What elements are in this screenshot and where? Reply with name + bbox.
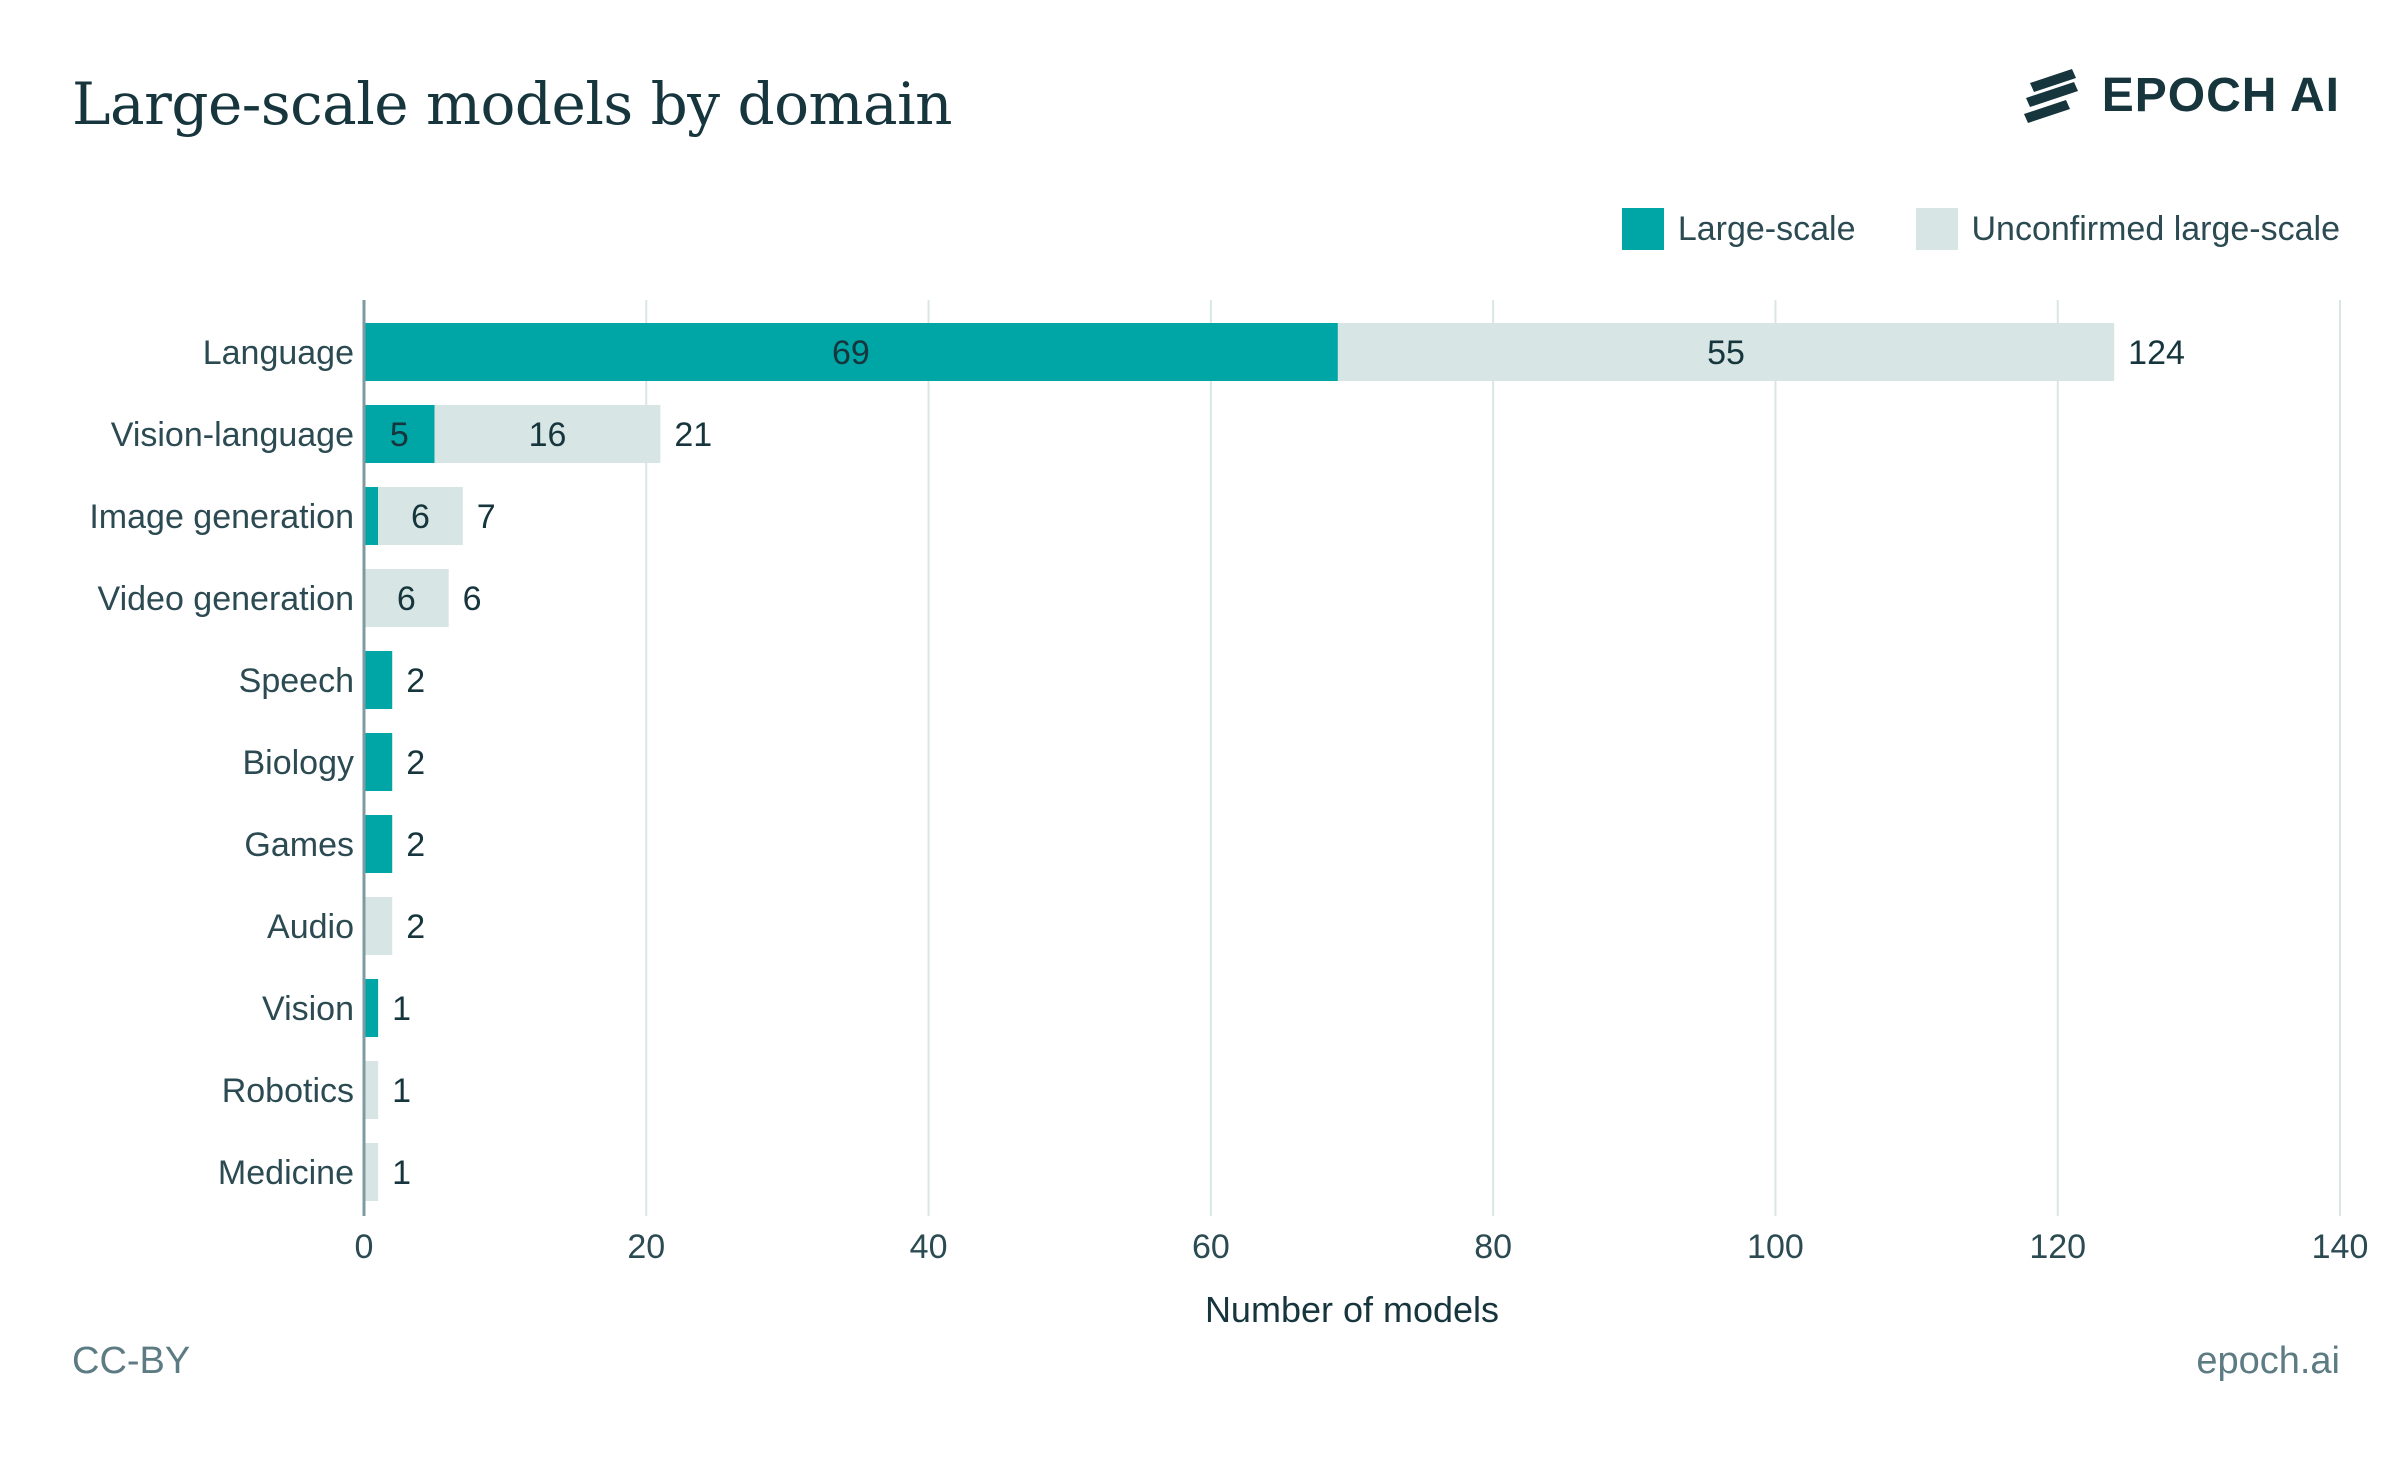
gridlines (645, 300, 2341, 1216)
x-tick-label: 20 (627, 1228, 665, 1266)
legend-label-large-scale: Large-scale (1677, 209, 1856, 248)
total-label: 1 (392, 1154, 411, 1192)
bars (364, 323, 2115, 1201)
total-label: 124 (2128, 334, 2185, 372)
bar-large-scale (364, 487, 379, 545)
category-label: Image generation (89, 498, 354, 536)
x-tick-label: 0 (355, 1228, 374, 1266)
category-label: Speech (239, 662, 354, 700)
legend: Large-scale Unconfirmed large-scale (1621, 208, 2341, 250)
total-label: 7 (477, 498, 496, 536)
logo-text: EPOCH AI (2101, 69, 2340, 122)
x-tick-label: 100 (1747, 1228, 1804, 1266)
x-tick-label: 60 (1192, 1228, 1230, 1266)
epoch-stripes-icon (2023, 68, 2078, 123)
total-label: 21 (674, 416, 712, 454)
total-label: 2 (406, 662, 425, 700)
site-link[interactable]: epoch.ai (2196, 1340, 2340, 1382)
bar-large-scale (364, 815, 393, 873)
segment-label-unconfirmed: 6 (411, 498, 430, 536)
segment-label-unconfirmed: 55 (1707, 334, 1745, 372)
x-axis-title: Number of models (1205, 1289, 1499, 1330)
x-tick-label: 80 (1474, 1228, 1512, 1266)
category-label: Biology (242, 744, 354, 782)
legend-swatch-large-scale (1621, 208, 1664, 250)
bar-unconfirmed (364, 1061, 379, 1119)
bar-unconfirmed (364, 569, 449, 627)
labels: 0 20 40 60 80 100 120 140 Language 69 55 124 Vision-… (89, 334, 2368, 1266)
total-label: 6 (463, 580, 482, 618)
x-tick-label: 120 (2029, 1228, 2086, 1266)
category-label: Audio (267, 908, 354, 946)
category-label: Robotics (222, 1072, 354, 1110)
category-label: Language (203, 334, 354, 372)
total-label: 2 (406, 908, 425, 946)
segment-label-unconfirmed: 16 (529, 416, 567, 454)
legend-item-large-scale[interactable]: Large-scale (1621, 208, 1856, 250)
bar-unconfirmed (434, 405, 661, 463)
total-label: 1 (392, 990, 411, 1028)
x-tick-label: 40 (910, 1228, 948, 1266)
category-label: Video generation (98, 580, 354, 618)
bar-large-scale (364, 405, 435, 463)
category-label: Games (244, 826, 354, 864)
bar-large-scale (364, 733, 393, 791)
total-label: 1 (392, 1072, 411, 1110)
legend-label-unconfirmed: Unconfirmed large-scale (1971, 209, 2341, 248)
chart-title: Large-scale models by domain (72, 70, 953, 138)
category-label: Vision-language (111, 416, 354, 454)
bar-unconfirmed (1337, 323, 2115, 381)
x-tick-label: 140 (2312, 1228, 2369, 1266)
legend-item-unconfirmed[interactable]: Unconfirmed large-scale (1915, 208, 2341, 250)
bar-unconfirmed (364, 897, 393, 955)
category-label: Vision (262, 990, 354, 1028)
legend-swatch-unconfirmed (1915, 208, 1958, 250)
total-label: 2 (406, 744, 425, 782)
total-label: 2 (406, 826, 425, 864)
bar-large-scale (364, 323, 1338, 381)
segment-label-large-scale: 5 (390, 416, 409, 454)
bar-large-scale (364, 651, 393, 709)
license-label: CC-BY (72, 1340, 191, 1382)
bar-unconfirmed (378, 487, 463, 545)
segment-label-large-scale: 69 (832, 334, 870, 372)
bar-unconfirmed (364, 1143, 379, 1201)
segment-label-unconfirmed: 6 (397, 580, 416, 618)
epoch-ai-logo[interactable]: EPOCH AI (2022, 68, 2340, 123)
bar-large-scale (364, 979, 379, 1037)
category-label: Medicine (218, 1154, 354, 1192)
